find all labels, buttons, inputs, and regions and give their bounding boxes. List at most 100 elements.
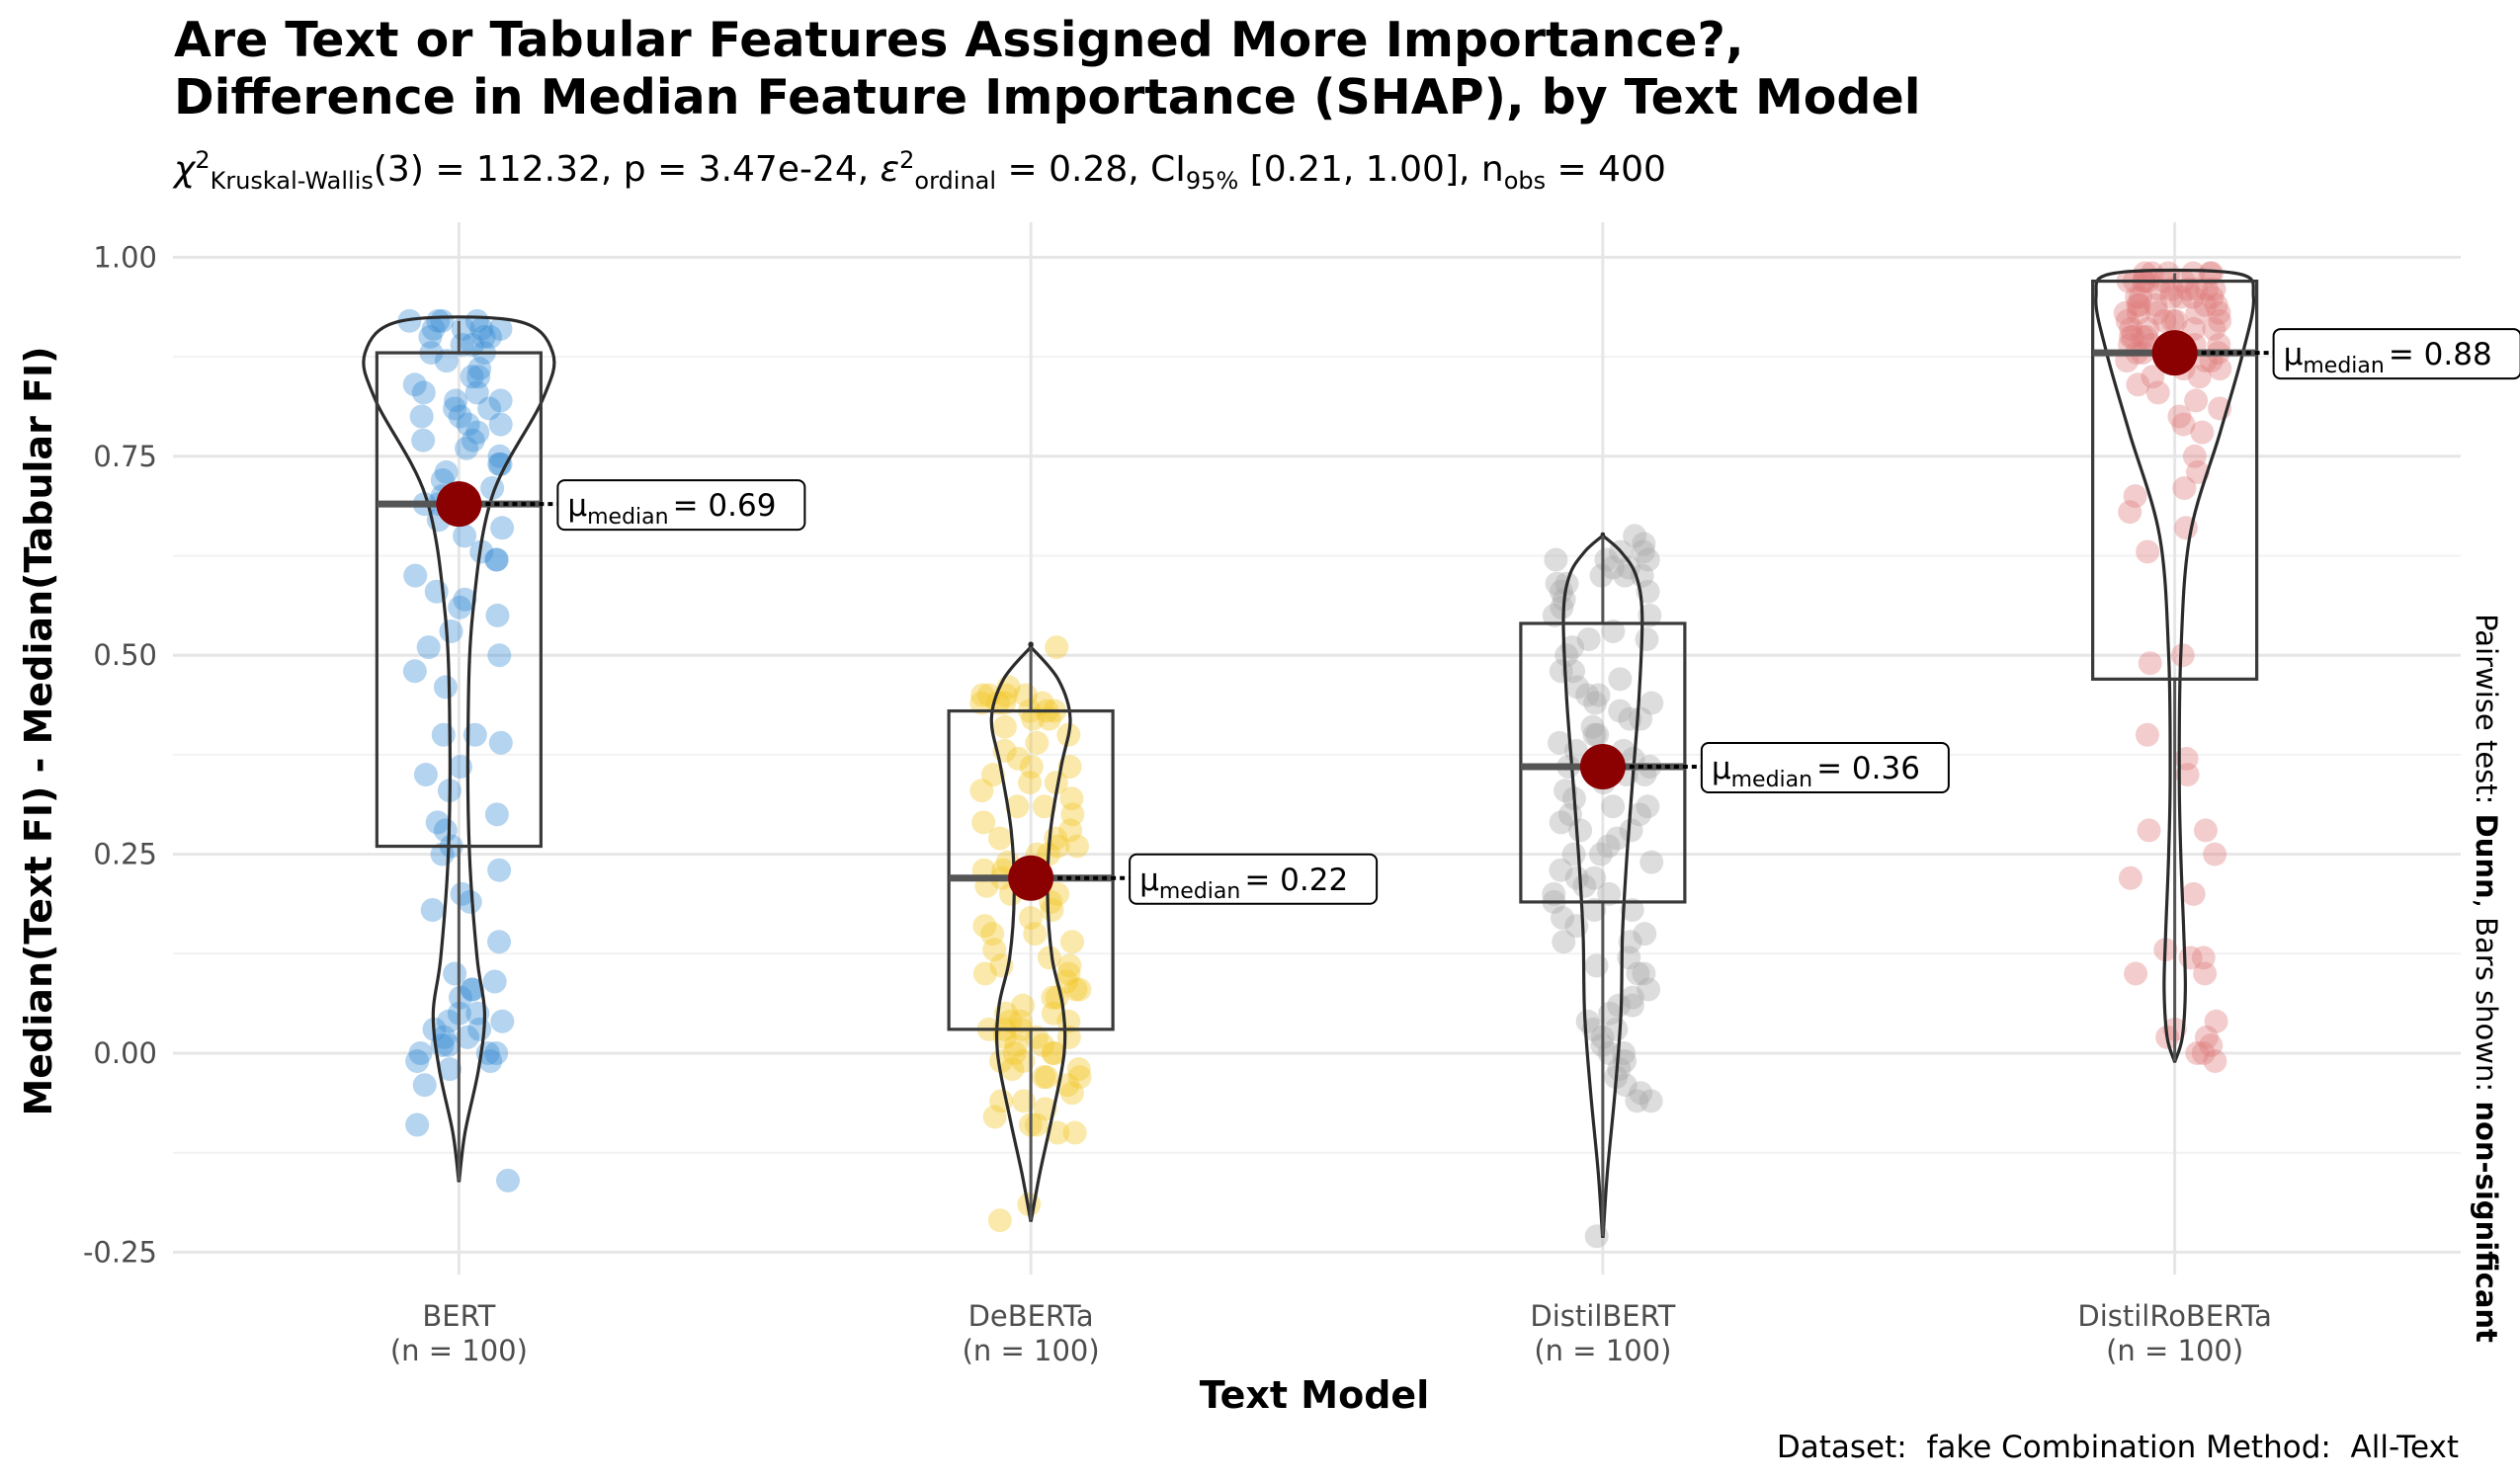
- data-point: [1547, 730, 1571, 755]
- data-point: [1067, 1065, 1092, 1090]
- data-point: [972, 914, 997, 939]
- data-point: [1002, 1041, 1027, 1065]
- data-point: [1564, 865, 1589, 890]
- data-point: [1066, 1057, 1091, 1082]
- data-point: [2190, 420, 2215, 445]
- x-tick-count: (n = 100): [1534, 1334, 1671, 1367]
- data-point: [1636, 794, 1660, 819]
- data-point: [2145, 380, 2170, 405]
- y-tick-label: 0.00: [93, 1036, 157, 1070]
- data-point: [1626, 961, 1650, 986]
- data-point: [2204, 292, 2228, 317]
- data-point: [2127, 292, 2151, 317]
- chi-symbol: χ: [174, 149, 196, 190]
- data-point: [411, 380, 436, 405]
- data-point: [467, 357, 492, 381]
- box: [1519, 621, 1687, 904]
- data-point: [1057, 953, 1082, 978]
- data-point: [2138, 651, 2162, 676]
- data-point: [484, 802, 509, 827]
- chi-sub: Kruskal-Wallis: [210, 167, 374, 196]
- median-point: [436, 481, 482, 528]
- epsilon-sub: ordinal: [914, 167, 997, 196]
- data-point: [1549, 858, 1573, 882]
- median-label-box: [1129, 853, 1379, 905]
- box: [2091, 279, 2259, 681]
- data-point: [464, 380, 489, 405]
- data-point: [982, 938, 1007, 962]
- x-tick-label: DistilRoBERTa: [2077, 1299, 2272, 1333]
- y-tick-label: 0.75: [93, 440, 157, 473]
- data-point: [2193, 818, 2218, 843]
- data-point: [1042, 1041, 1066, 1065]
- median-point: [1579, 743, 1626, 789]
- x-axis-ticks: BERT(n = 100)DeBERTa(n = 100)DistilBERT(…: [390, 1299, 2272, 1367]
- median-label: μmedian = 0.88: [2284, 337, 2492, 378]
- data-point: [460, 365, 484, 389]
- data-point: [1620, 897, 1644, 922]
- data-point: [987, 1208, 1012, 1233]
- data-point: [434, 349, 459, 373]
- data-point: [2187, 365, 2212, 389]
- data-point: [1542, 881, 1566, 906]
- data-point: [431, 722, 456, 747]
- median-label: μmedian = 0.69: [567, 488, 776, 530]
- data-point: [488, 730, 513, 755]
- data-point: [2135, 722, 2159, 747]
- data-point: [1550, 595, 1574, 619]
- data-point: [2203, 842, 2227, 866]
- data-point: [2160, 308, 2185, 333]
- data-point: [455, 436, 479, 460]
- group-distilbert: μmedian = 0.36: [1519, 524, 1950, 1249]
- data-point: [969, 779, 994, 803]
- data-point: [2119, 316, 2143, 341]
- data-point: [2170, 643, 2195, 668]
- data-point: [2144, 300, 2169, 325]
- x-tick-count: (n = 100): [2106, 1334, 2243, 1367]
- data-point: [458, 889, 482, 914]
- median-label-value: = 0.22: [1244, 863, 1348, 898]
- median-label-symbol: μ: [1139, 863, 1159, 898]
- data-point: [409, 404, 434, 429]
- data-point: [972, 961, 997, 986]
- data-point: [980, 763, 1005, 787]
- data-point: [478, 324, 503, 349]
- data-point: [487, 643, 512, 668]
- data-point: [1612, 1041, 1637, 1065]
- data-point: [402, 659, 427, 684]
- epsilon-sup: 2: [899, 146, 915, 174]
- data-point: [1018, 771, 1043, 795]
- data-point: [2181, 881, 2206, 906]
- data-point: [1604, 1017, 1629, 1041]
- median-label: μmedian = 0.22: [1139, 863, 1348, 904]
- median-label-value: = 0.88: [2389, 337, 2492, 372]
- data-point: [992, 691, 1017, 715]
- data-point: [1011, 993, 1036, 1018]
- data-point: [416, 635, 441, 660]
- data-point: [448, 404, 472, 429]
- data-point: [1067, 977, 1092, 1002]
- data-point: [485, 603, 510, 627]
- data-point: [403, 563, 428, 588]
- violin-outline: [989, 641, 1072, 1222]
- data-point: [1580, 714, 1605, 739]
- data-point: [484, 1041, 509, 1065]
- data-point: [1632, 961, 1656, 986]
- epsilon-text: = 0.28, CI: [996, 149, 1186, 190]
- data-point: [1560, 635, 1585, 660]
- data-point: [2202, 277, 2226, 301]
- data-point: [1011, 1049, 1036, 1074]
- data-point: [1000, 1057, 1025, 1082]
- data-point: [1608, 699, 1633, 723]
- data-point: [1044, 771, 1068, 795]
- data-point: [980, 922, 1005, 947]
- data-point: [1037, 706, 1061, 731]
- median-label: μmedian = 0.36: [1712, 751, 1920, 792]
- data-point: [1568, 818, 1593, 843]
- median-point: [2151, 330, 2198, 376]
- data-point: [1575, 683, 1600, 707]
- data-point: [488, 388, 513, 413]
- data-point: [1018, 906, 1043, 931]
- data-point: [2202, 316, 2226, 341]
- data-point: [1601, 794, 1626, 819]
